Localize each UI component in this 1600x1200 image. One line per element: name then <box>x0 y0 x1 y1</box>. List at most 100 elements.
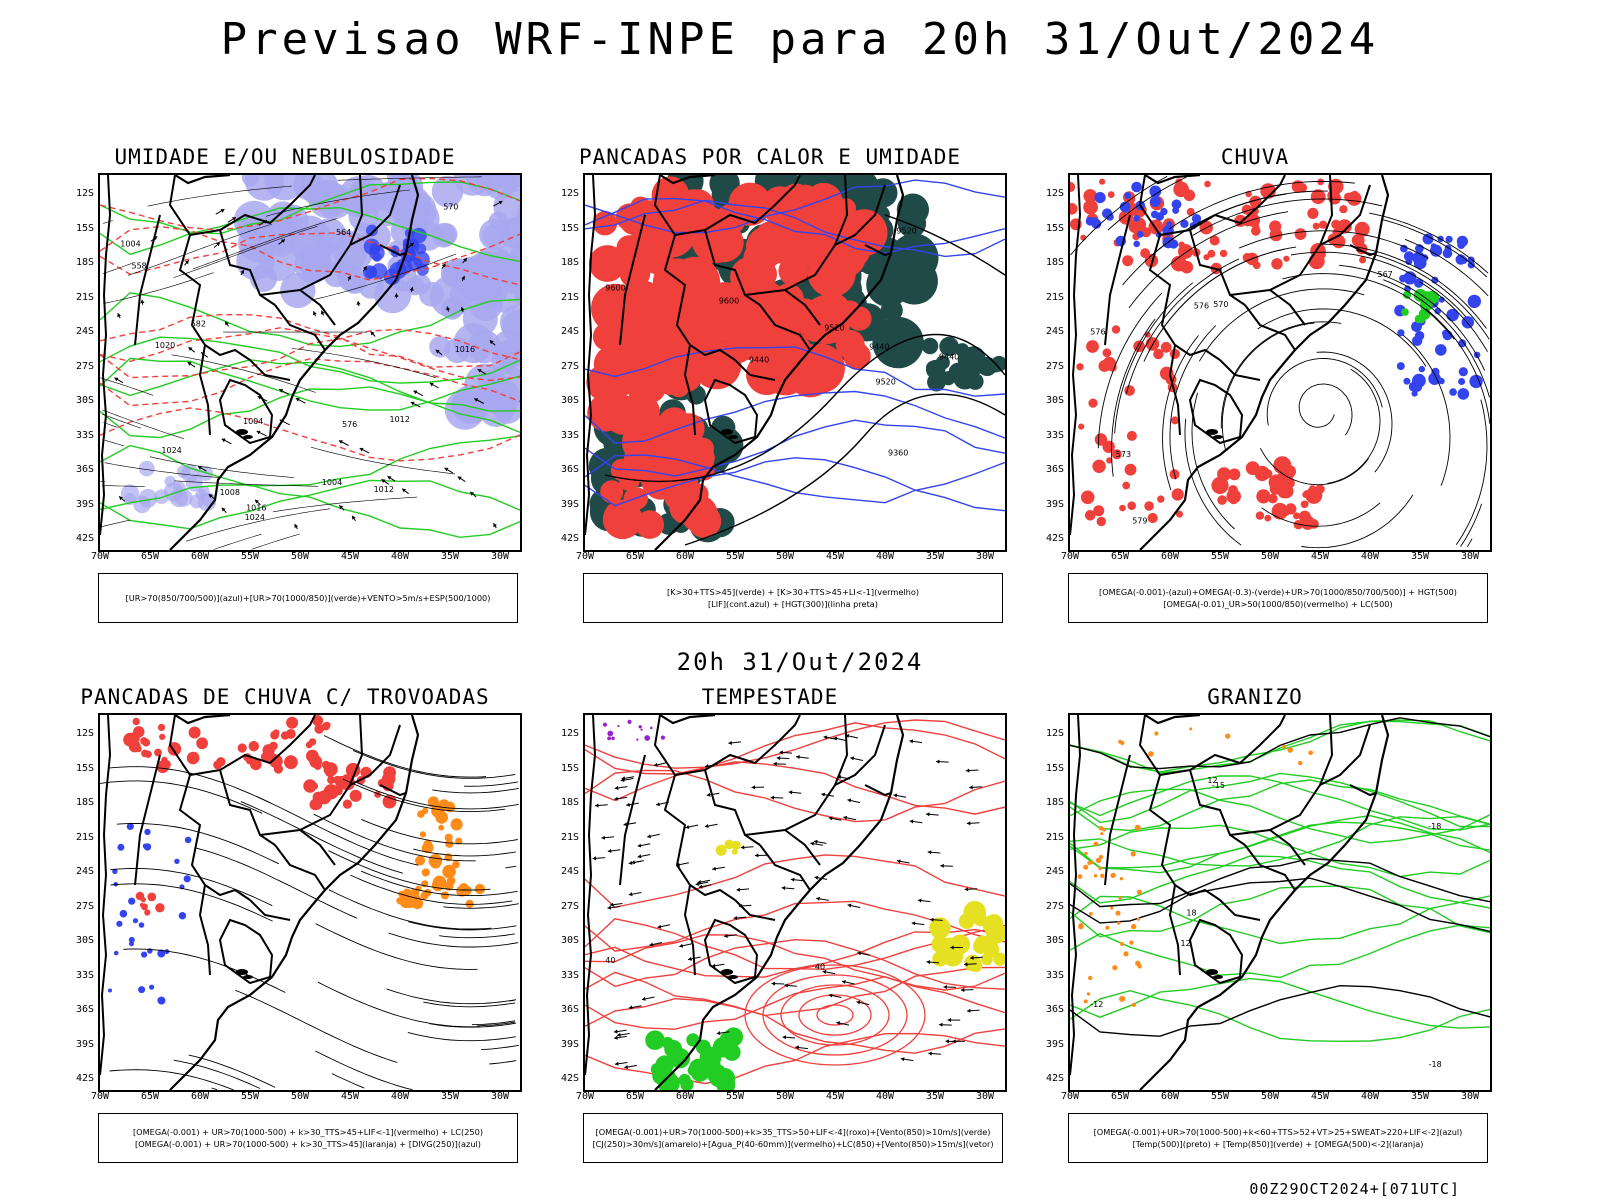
panel-umidade: UMIDADE E/OU NEBULOSIDADE 1004 1004 1008 101… <box>50 145 530 623</box>
contour-label: 1024 <box>161 446 181 455</box>
lat-label: 18S <box>560 257 579 268</box>
lon-label: 55W <box>1210 551 1230 562</box>
lat-label: 24S <box>560 326 579 337</box>
contour-label: 570 <box>443 203 458 212</box>
contour-label: -15 <box>1212 781 1225 790</box>
lon-label: 70W <box>575 551 595 562</box>
lat-label: 27S <box>75 900 94 912</box>
lat-label: 27S <box>1045 360 1064 372</box>
lat-label: 27S <box>560 360 579 372</box>
contour-label: 12 <box>1207 776 1217 785</box>
lat-label: 15S <box>75 762 94 774</box>
lat-label: 30S <box>75 395 94 406</box>
contour-label: 9600 <box>719 296 739 305</box>
panel-pancadas-calor: PANCADAS POR CALOR E UMIDADE 9600 9600 9520… <box>535 145 1015 623</box>
contour-label: 40 <box>605 956 615 965</box>
lon-label: 50W <box>1260 1091 1280 1102</box>
forecast-map: 576 573 570 567 576 579 <box>1070 175 1490 550</box>
lon-label: 40W <box>1360 1091 1380 1102</box>
lat-label: 30S <box>75 935 94 946</box>
lon-label: 45W <box>1310 551 1330 562</box>
lon-label: 70W <box>90 551 110 562</box>
map-frame: 1004 1004 1008 1012 1016 1016 1020 1024 1024 1004… <box>98 173 522 552</box>
legend-line: [K>30+TTS>45](verde) + [K>30+TTS>45+LI<-… <box>666 587 920 597</box>
contour-label: 570 <box>1213 300 1228 309</box>
contour-label: 1008 <box>220 488 240 497</box>
lon-label: 55W <box>240 551 260 562</box>
contour-label: 1016 <box>455 345 475 354</box>
lon-label: 50W <box>1260 551 1280 562</box>
lon-label: 65W <box>625 1091 645 1102</box>
lon-label: 65W <box>140 1091 160 1102</box>
lon-label: 30W <box>1460 1091 1480 1102</box>
legend-line: [OMEGA(-0.001) + UR>70(1000-500) + k>30_… <box>132 1127 484 1137</box>
lon-label: 60W <box>1160 551 1180 562</box>
lat-label: 24S <box>75 326 94 337</box>
forecast-map: -12 -15 -18 -18 12 18 12 <box>1070 715 1490 1090</box>
lon-label: 60W <box>190 551 210 562</box>
lat-label: 30S <box>560 395 579 406</box>
subtitle: 20h 31/Out/2024 <box>676 648 924 676</box>
contour-label: 9360 <box>888 449 908 458</box>
legend-line: [Temp(500)](preto) + [Temp(850)](verde) … <box>1132 1139 1424 1149</box>
lat-label: 42S <box>1045 533 1064 544</box>
lat-label: 15S <box>560 222 579 234</box>
contour-label: 582 <box>191 319 206 328</box>
lon-label: 55W <box>240 1091 260 1102</box>
lat-label: 18S <box>75 257 94 268</box>
lat-label: 12S <box>1045 728 1064 739</box>
lon-label: 40W <box>875 551 895 562</box>
contour-label: 9520 <box>896 227 916 236</box>
lat-label: 18S <box>75 797 94 808</box>
lat-label: 12S <box>75 188 94 199</box>
lon-label: 50W <box>290 551 310 562</box>
lon-label: 55W <box>1210 1091 1230 1102</box>
lat-label: 39S <box>75 498 94 510</box>
contour-label: 576 <box>342 420 357 429</box>
lon-label: 60W <box>675 551 695 562</box>
lat-label: 36S <box>1045 1004 1064 1015</box>
lon-label: 50W <box>290 1091 310 1102</box>
contour-label: 576 <box>1194 302 1209 311</box>
panel-title: CHUVA <box>1220 145 1290 169</box>
lat-label: 33S <box>560 969 579 981</box>
lon-label: 70W <box>575 1091 595 1102</box>
contour-label: 1012 <box>390 415 410 424</box>
panel-title: GRANIZO <box>1207 685 1303 709</box>
lon-label: 70W <box>1060 551 1080 562</box>
lon-label: 45W <box>1310 1091 1330 1102</box>
lon-label: 65W <box>625 551 645 562</box>
map-frame: 40 40 <box>583 713 1007 1092</box>
lat-label: 18S <box>1045 797 1064 808</box>
lat-label: 21S <box>1045 831 1064 843</box>
lon-label: 70W <box>90 1091 110 1102</box>
lat-label: 33S <box>1045 969 1064 981</box>
contour-label: 9440 <box>939 353 959 362</box>
lon-label: 35W <box>925 551 945 562</box>
map-frame <box>98 713 522 1092</box>
lat-label: 36S <box>75 1004 94 1015</box>
lat-label: 24S <box>75 866 94 877</box>
legend-line: [OMEGA(-0.001) + UR>70(1000-500) + k>30_… <box>135 1139 481 1149</box>
lon-label: 60W <box>675 1091 695 1102</box>
legend-box: [K>30+TTS>45](verde) + [K>30+TTS>45+LI<-… <box>583 573 1003 623</box>
lat-label: 27S <box>75 360 94 372</box>
forecast-map: 1004 1004 1008 1012 1016 1016 1020 1024 1024 1004… <box>100 175 520 550</box>
lon-label: 40W <box>390 551 410 562</box>
lon-label: 30W <box>490 551 510 562</box>
lon-label: 60W <box>190 1091 210 1102</box>
lat-label: 33S <box>75 969 94 981</box>
panel-title: PANCADAS POR CALOR E UMIDADE <box>578 145 961 169</box>
contour-label: 1024 <box>245 513 265 522</box>
legend-box: [OMEGA(-0.001) + UR>70(1000-500) + k>30_… <box>98 1113 518 1163</box>
lon-label: 45W <box>825 551 845 562</box>
lat-label: 30S <box>560 935 579 946</box>
lat-label: 24S <box>1045 866 1064 877</box>
legend-box: [OMEGA(-0.001)+UR>70(1000-500)+k>35_TTS>… <box>583 1113 1003 1163</box>
lat-label: 30S <box>1045 395 1064 406</box>
contour-label: 1016 <box>246 503 266 512</box>
lon-label: 35W <box>440 551 460 562</box>
lat-label: 39S <box>560 1038 579 1050</box>
legend-line: [UR>70(850/700/500)](azul)+[UR>70(1000/8… <box>125 593 491 603</box>
contour-label: -18 <box>1428 822 1441 831</box>
